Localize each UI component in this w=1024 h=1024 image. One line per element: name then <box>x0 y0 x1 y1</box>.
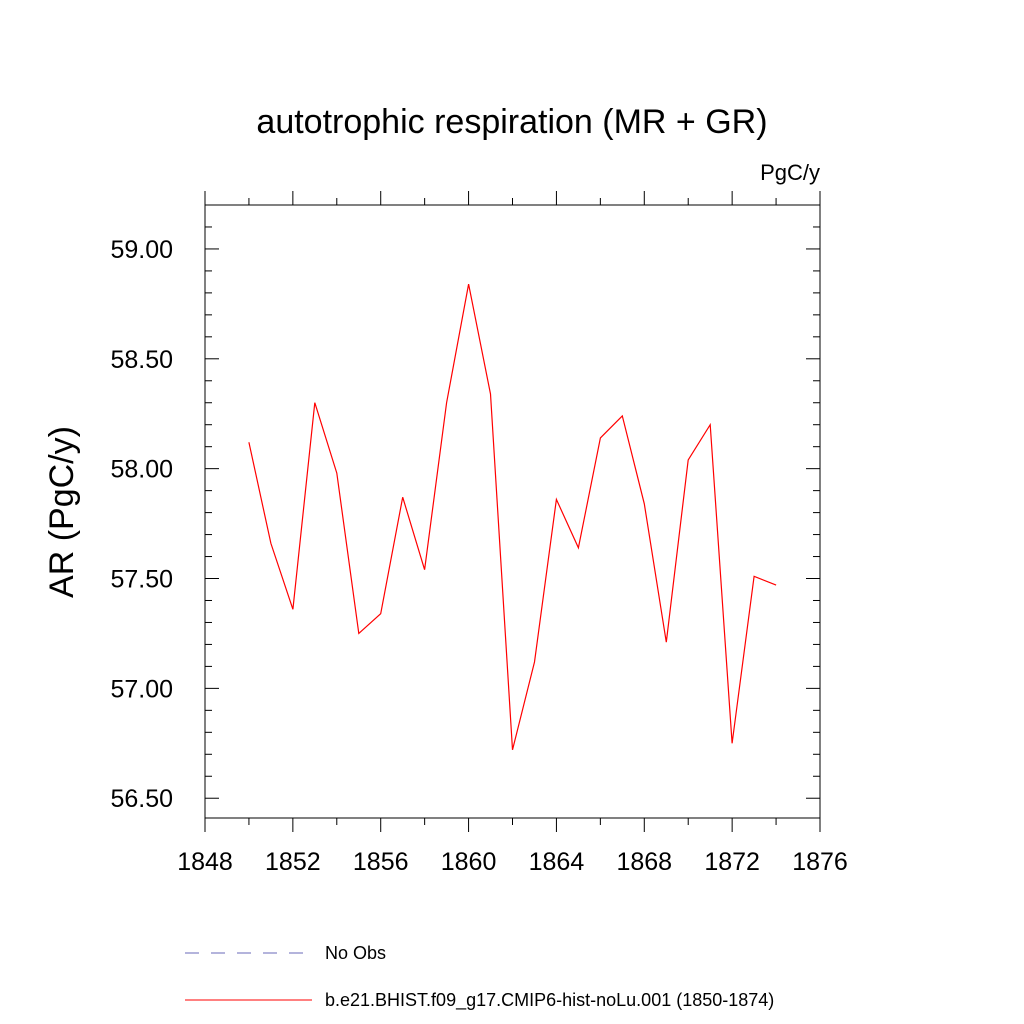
x-tick-label: 1848 <box>177 848 233 876</box>
axis-tick-labels: 1848 1852 1856 1860 1864 1868 1872 1876 56.50 57.… <box>110 236 847 876</box>
series-line <box>248 283 777 751</box>
x-tick-label: 1856 <box>353 848 409 876</box>
x-tick-label: 1872 <box>704 848 760 876</box>
legend-label: No Obs <box>325 943 386 963</box>
units-label: PgC/y <box>760 160 820 185</box>
y-tick-label: 58.00 <box>110 456 173 484</box>
x-tick-label: 1868 <box>616 848 672 876</box>
x-tick-label: 1864 <box>529 848 585 876</box>
y-tick-label: 58.50 <box>110 346 173 374</box>
x-tick-label: 1852 <box>265 848 321 876</box>
series-layer <box>248 283 777 751</box>
legend: No Obs b.e21.BHIST.f09_g17.CMIP6-hist-noL… <box>185 943 774 1011</box>
y-axis-label: AR (PgC/y) <box>43 426 81 598</box>
chart-title: autotrophic respiration (MR + GR) <box>256 103 767 141</box>
y-tick-label: 57.50 <box>110 566 173 594</box>
legend-label: b.e21.BHIST.f09_g17.CMIP6-hist-noLu.001 … <box>325 990 774 1011</box>
y-tick-label: 57.00 <box>110 675 173 703</box>
y-tick-label: 56.50 <box>110 785 173 813</box>
y-tick-label: 59.00 <box>110 236 173 264</box>
x-tick-label: 1860 <box>441 848 497 876</box>
axis-ticks <box>204 191 821 832</box>
x-tick-label: 1876 <box>792 848 848 876</box>
plot-frame <box>204 204 821 819</box>
